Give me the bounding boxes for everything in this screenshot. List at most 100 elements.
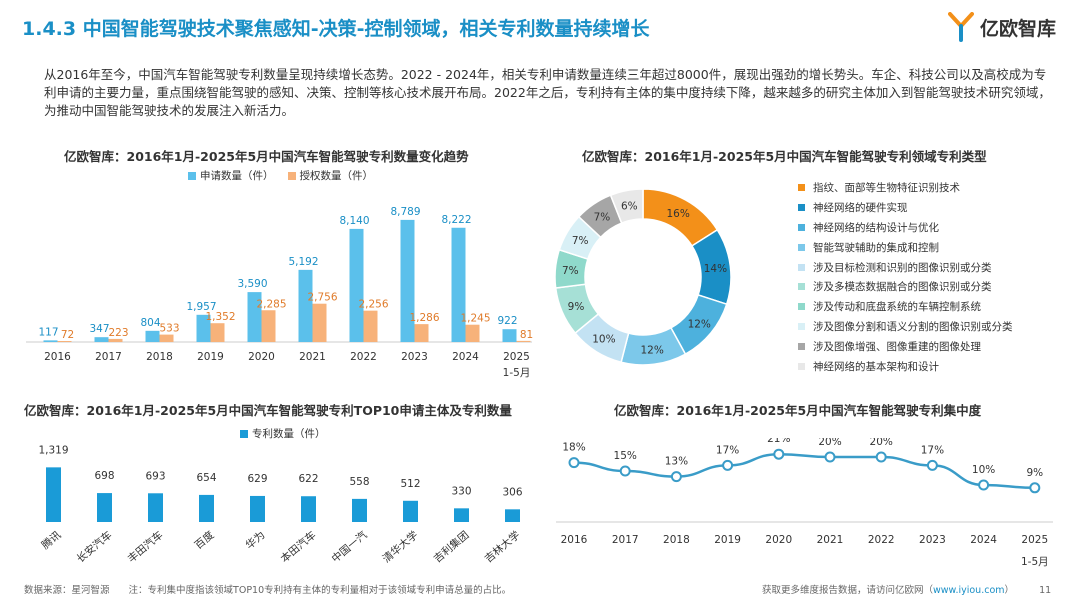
chart1-tick: 2024 [452,351,479,363]
grant-bar [210,323,225,342]
donut-label: 9% [568,301,585,313]
donut-legend-label: 神经网络的结构设计与优化 [813,221,939,234]
donut-legend-swatch [798,223,805,231]
donut-label: 12% [688,319,711,331]
top10-bar [352,498,367,522]
donut-legend-item: 涉及目标检测和识别的图像识别或分类 [798,257,1013,277]
donut-legend-item: 涉及图像增强、图像重建的图像处理 [798,336,1013,356]
donut-legend-item: 涉及多模态数据融合的图像识别或分类 [798,277,1013,297]
donut-legend-label: 涉及多模态数据融合的图像识别或分类 [813,281,992,294]
footer-source: 数据来源：星河智源 注：专利集中度指该领域TOP10专利持有主体的专利量相对于该… [24,582,511,596]
donut-legend-swatch [798,322,805,330]
donut-legend-item: 指纹、面部等生物特征识别技术 [798,178,1013,198]
top10-tick: 吉林大学 [482,528,523,565]
chart1-tick: 1-5月 [503,367,531,379]
legend-count-label: 专利数量（件） [252,428,326,440]
top10-tick: 腾讯 [39,528,64,552]
concentration-point [875,451,887,463]
donut-legend-swatch [798,303,805,311]
chart1-tick: 2022 [350,351,377,363]
legend-apply-label: 申请数量（件） [200,170,274,182]
donut-legend-swatch [798,342,805,350]
concentration-label: 13% [665,456,688,468]
footer-more: 获取更多维度报告数据，请访问亿欧网（www.iyiou.com） 11 [762,582,1051,596]
top10-tick: 中国一汽 [329,528,370,565]
chart4-tick: 2024 [970,534,997,546]
apply-bar [451,227,466,342]
legend-grant-label: 授权数量（件） [299,170,374,182]
donut-legend-swatch [798,243,805,251]
grant-label: 1,352 [205,311,235,323]
apply-bar [349,228,364,342]
grant-bar [108,338,123,342]
footer-more-suffix: ） [1004,585,1015,596]
grant-bar [57,340,72,342]
grant-label: 1,286 [409,312,439,324]
concentration-label: 20% [818,438,841,448]
chart4-tick: 2025 [1021,534,1048,546]
concentration-point [568,457,580,469]
concentration-line [573,452,1035,490]
donut-legend-label: 智能驾驶辅助的集成和控制 [813,241,939,254]
top10-value: 512 [400,478,420,490]
top10-tick: 清华大学 [380,528,421,565]
grant-label: 1,245 [460,313,490,325]
grant-label: 223 [108,327,128,339]
chart1-tick: 2021 [299,351,326,363]
chart4-tick: 1-5月 [1021,556,1049,568]
donut-legend-label: 涉及图像分割和语义分割的图像识别或分类 [813,320,1013,333]
grant-bar [516,340,531,342]
legend-count-swatch [240,430,248,438]
chart3-legend: 专利数量（件） [240,426,326,441]
donut-legend-item: 涉及图像分割和语义分割的图像识别或分类 [798,317,1013,337]
donut-legend-label: 神经网络的硬件实现 [813,202,908,215]
apply-bar [43,340,58,342]
top10-value: 629 [247,473,267,485]
donut-legend-label: 指纹、面部等生物特征识别技术 [813,182,960,195]
apply-label: 3,590 [237,278,267,290]
donut-legend-item: 智能驾驶辅助的集成和控制 [798,237,1013,257]
donut-slice [609,188,644,225]
chart4-tick: 2017 [612,534,639,546]
top10-tick: 吉利集团 [431,528,472,565]
top10-value: 693 [145,470,165,482]
chart1-tick: 2019 [197,351,224,363]
type-donut-chart: 16% 14% 12% 12% 10% 9% 7% 7% 7% 6% [554,188,732,366]
top10-value: 622 [298,473,318,485]
donut-legend-item: 涉及传动和底盘系统的车辆控制系统 [798,297,1013,317]
apply-label: 8,222 [441,214,471,226]
chart4-title: 亿欧智库：2016年1月-2025年5月中国汽车智能驾驶专利集中度 [614,403,982,418]
grant-bar [159,334,174,342]
apply-bar [400,219,415,342]
donut-label: 7% [572,235,589,247]
apply-label: 5,192 [288,256,318,268]
top10-bar-chart: 1,319 腾讯 698 长安汽车 693 丰田汽车 654 百度 629 华为 622 本田汽车 55… [38,444,523,565]
top10-bar [148,493,163,522]
top10-tick: 百度 [192,528,217,552]
chart1-title: 亿欧智库：2016年1月-2025年5月中国汽车智能驾驶专利数量变化趋势 [64,149,469,164]
grant-label: 533 [159,323,179,335]
footer-link[interactable]: www.iyiou.com [933,585,1005,596]
apply-bar [145,330,160,342]
apply-label: 804 [140,317,160,329]
top10-tick: 长安汽车 [74,528,115,565]
chart4-tick: 2016 [561,534,588,546]
chart4-tick: 2021 [817,534,844,546]
top10-value: 698 [94,470,114,482]
top10-value: 558 [349,476,369,488]
donut-legend-label: 涉及传动和底盘系统的车辆控制系统 [813,301,981,314]
donut-label: 7% [562,265,579,277]
chart3-title: 亿欧智库：2016年1月-2025年5月中国汽车智能驾驶专利TOP10申请主体及… [24,403,512,418]
brand-name: 亿欧智库 [979,17,1056,40]
apply-bar [502,329,517,342]
brand-logo-icon [947,12,974,42]
chart1-tick: 2017 [95,351,122,363]
brand-logo: 亿欧智库 [947,12,1056,42]
legend-count: 专利数量（件） [240,426,326,441]
donut-label: 16% [666,208,689,220]
top10-value: 654 [196,472,216,484]
page-title: 1.4.3 中国智能驾驶技术聚焦感知-决策-控制领域，相关专利数量持续增长 [22,18,650,40]
concentration-label: 20% [870,438,893,448]
top10-tick: 本田汽车 [278,528,319,565]
concentration-point [773,448,785,460]
